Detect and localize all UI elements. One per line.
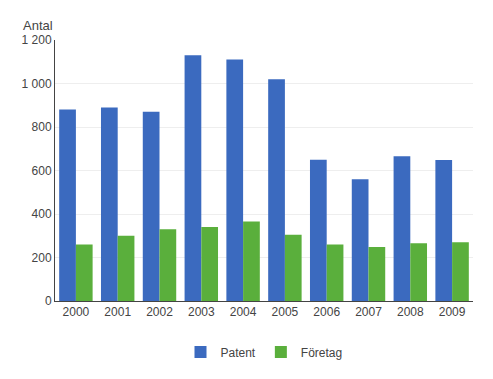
- svg-text:2006: 2006: [313, 305, 340, 319]
- svg-text:1 200: 1 200: [22, 33, 52, 47]
- svg-text:400: 400: [32, 207, 52, 221]
- svg-text:0: 0: [45, 294, 52, 308]
- svg-text:1 000: 1 000: [22, 77, 52, 91]
- svg-text:Patent: Patent: [221, 346, 256, 360]
- svg-text:600: 600: [32, 164, 52, 178]
- svg-text:2004: 2004: [230, 305, 257, 319]
- svg-text:2009: 2009: [439, 305, 466, 319]
- svg-text:200: 200: [32, 251, 52, 265]
- svg-text:2007: 2007: [355, 305, 382, 319]
- svg-text:Företag: Företag: [301, 346, 342, 360]
- svg-text:2005: 2005: [272, 305, 299, 319]
- svg-text:2000: 2000: [63, 305, 90, 319]
- svg-text:800: 800: [32, 120, 52, 134]
- svg-text:2008: 2008: [397, 305, 424, 319]
- svg-text:2003: 2003: [188, 305, 215, 319]
- svg-text:2002: 2002: [146, 305, 173, 319]
- svg-text:Antal: Antal: [23, 18, 53, 33]
- svg-text:2001: 2001: [104, 305, 131, 319]
